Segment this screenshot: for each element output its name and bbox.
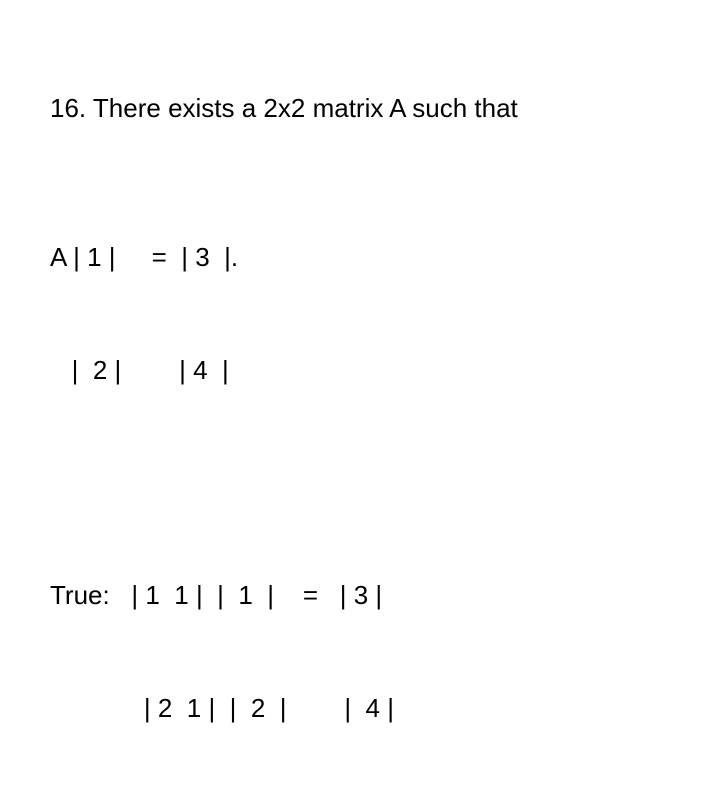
answer-block: True: | 1 1 | | 1 | = | 3 | | 2 1 | | 2 … — [50, 501, 670, 803]
question-number: 16. — [50, 93, 86, 123]
answer-matrix-row-1: | 1 1 | | 1 | = | 3 | — [110, 580, 382, 610]
equation-row-2: | 2 | | 4 | — [50, 352, 670, 390]
answer-matrix-row-2: | 2 1 | | 2 | | 4 | — [50, 690, 670, 728]
answer-row-1: True: | 1 1 | | 1 | = | 3 | — [50, 577, 670, 615]
equation-row-1: A | 1 | = | 3 |. — [50, 239, 670, 277]
question-text: There exists a 2x2 matrix A such that — [93, 93, 518, 123]
problem-page: 16. There exists a 2x2 matrix A such tha… — [0, 0, 720, 803]
equation-block: A | 1 | = | 3 |. | 2 | | 4 | — [50, 164, 670, 466]
answer-label: True: — [50, 580, 110, 610]
question-line: 16. There exists a 2x2 matrix A such tha… — [50, 90, 670, 128]
